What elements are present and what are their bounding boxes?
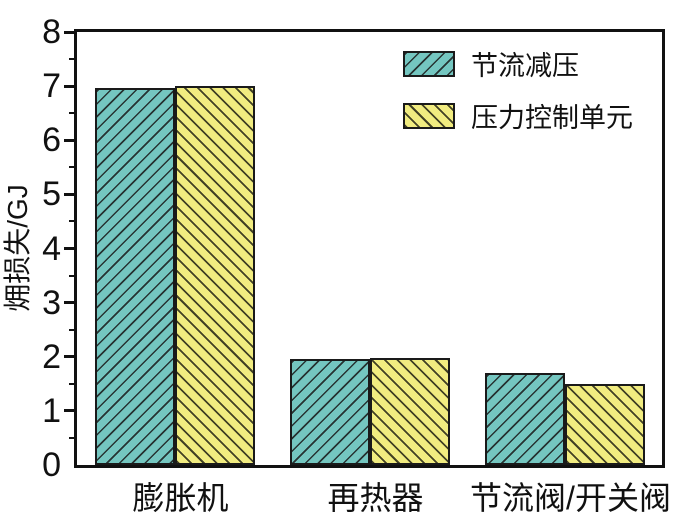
y-tick-label-2: 2 xyxy=(42,337,61,376)
y-major-tick-1 xyxy=(64,409,77,413)
y-tick-label-3: 3 xyxy=(42,283,61,322)
x-category-label-0: 膨胀机 xyxy=(132,480,229,516)
legend-label-0: 节流减压 xyxy=(471,51,579,81)
y-minor-tick-1.5 xyxy=(69,382,77,385)
y-tick-label-1: 1 xyxy=(42,391,61,430)
y-minor-tick-7.5 xyxy=(69,58,77,61)
y-major-tick-3 xyxy=(64,301,77,305)
y-major-tick-5 xyxy=(64,192,77,196)
y-major-tick-6 xyxy=(64,138,77,142)
y-minor-tick-6.5 xyxy=(69,112,77,115)
legend: 节流减压压力控制单元 xyxy=(403,44,633,148)
bar-压力控制单元-膨胀机 xyxy=(174,86,255,465)
bar-节流减压-再热器 xyxy=(289,359,370,465)
y-major-tick-2 xyxy=(64,355,77,359)
legend-swatch-back-diagonal-icon xyxy=(403,102,455,129)
plot-area: 0 1 2 3 4 5 6 7 8 膨胀机 再热器 节流阀/开关阀 节流减压压力控制单元 xyxy=(42,13,671,516)
bar-压力控制单元-再热器 xyxy=(369,358,450,465)
y-tick-label-6: 6 xyxy=(42,121,61,160)
bar-压力控制单元-节流阀/开关阀 xyxy=(564,383,645,465)
y-minor-tick-3.5 xyxy=(69,274,77,277)
legend-swatch-forward-diagonal-icon xyxy=(403,50,455,77)
y-major-tick-7 xyxy=(64,84,77,88)
y-tick-label-7: 7 xyxy=(42,67,61,106)
y-major-tick-8 xyxy=(64,30,77,34)
legend-label-1: 压力控制单元 xyxy=(471,103,633,133)
bar-节流减压-膨胀机 xyxy=(94,87,175,465)
y-minor-tick-0.5 xyxy=(69,436,77,439)
legend-item-0: 节流减压 xyxy=(403,44,633,83)
x-category-label-2: 节流阀/开关阀 xyxy=(470,480,671,516)
x-category-label-1: 再热器 xyxy=(327,480,424,516)
legend-item-1: 压力控制单元 xyxy=(403,96,633,135)
y-minor-tick-5.5 xyxy=(69,166,77,169)
y-minor-tick-4.5 xyxy=(69,220,77,223)
y-tick-label-8: 8 xyxy=(42,13,61,51)
bar-节流减压-节流阀/开关阀 xyxy=(484,373,565,465)
y-major-tick-4 xyxy=(64,247,77,250)
y-minor-tick-2.5 xyxy=(69,328,77,331)
y-tick-label-5: 5 xyxy=(42,175,61,214)
y-tick-label-0: 0 xyxy=(42,446,61,484)
y-tick-label-4: 4 xyxy=(42,229,61,268)
